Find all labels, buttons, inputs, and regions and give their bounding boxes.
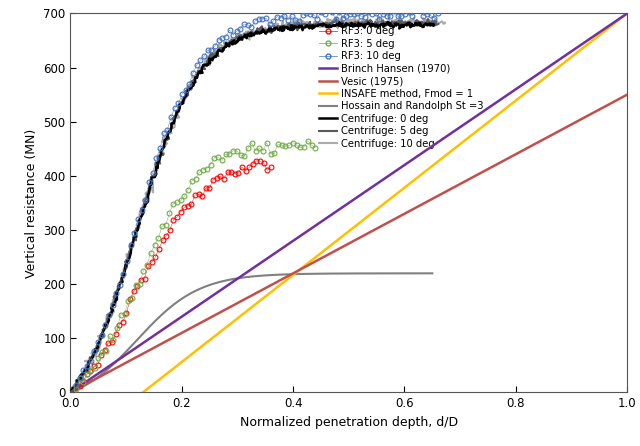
X-axis label: Normalized penetration depth, d/D: Normalized penetration depth, d/D — [240, 416, 458, 429]
Y-axis label: Vertical resistance (MN): Vertical resistance (MN) — [25, 128, 38, 277]
Legend: RF3: 0 deg, RF3: 5 deg, RF3: 10 deg, Brinch Hansen (1970), Vesic (1975), INSAFE : RF3: 0 deg, RF3: 5 deg, RF3: 10 deg, Bri… — [315, 22, 487, 153]
